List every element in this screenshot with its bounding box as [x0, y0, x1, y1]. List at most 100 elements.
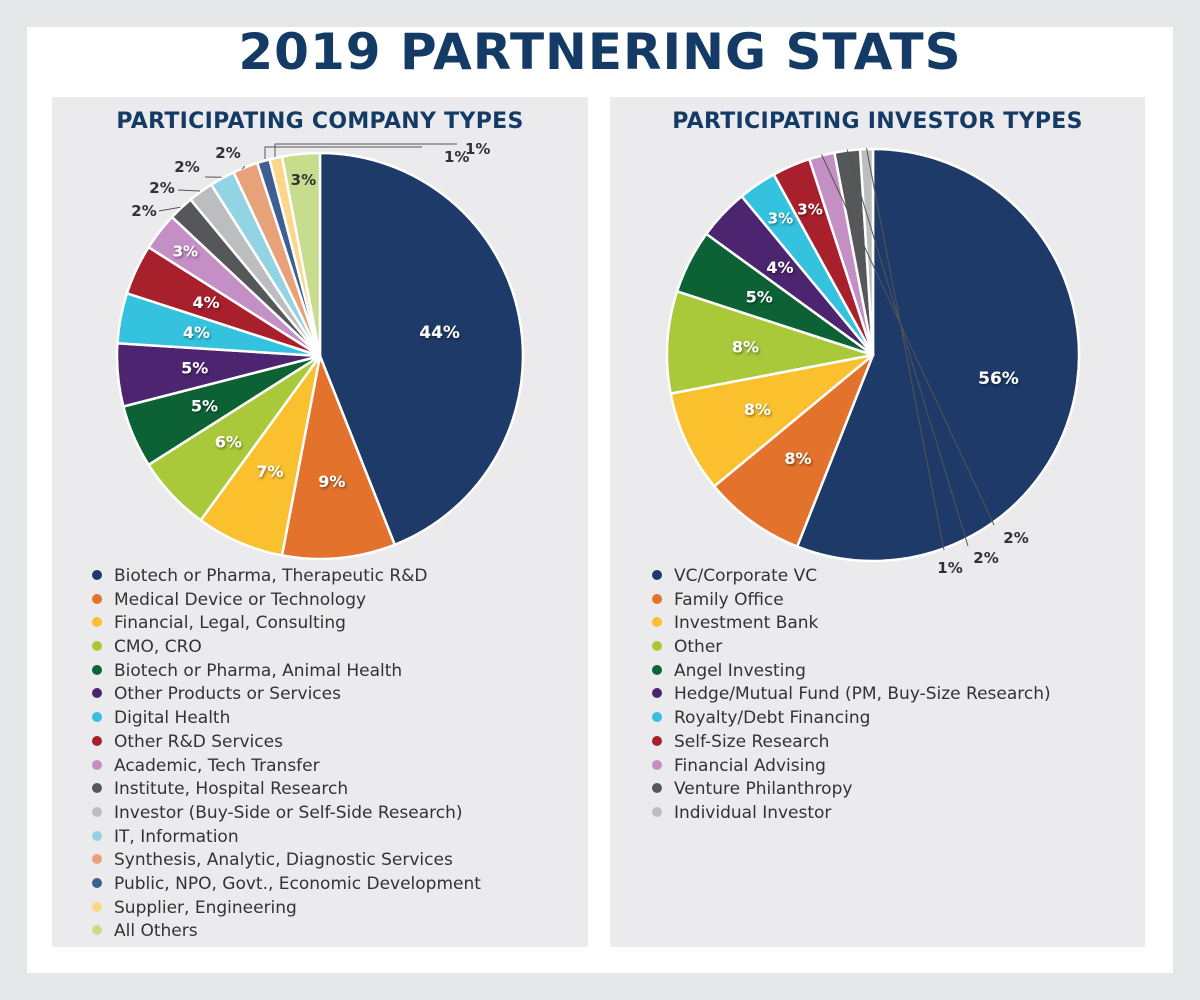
legend-item-it-information: IT, Information: [92, 826, 481, 850]
legend-swatch: [92, 688, 102, 699]
legend-item-financial-legal-consulting: Financial, Legal, Consulting: [92, 612, 481, 636]
legend-label: Individual Investor: [674, 802, 832, 823]
legend-item-medical-device-or-technology: Medical Device or Technology: [92, 589, 481, 613]
legend-label: Investor (Buy-Side or Self-Side Research…: [114, 802, 463, 823]
legend-item-hedge-mutual-fund-pm-buy-size-research: Hedge/Mutual Fund (PM, Buy-Size Research…: [652, 683, 1051, 707]
pie-slice-vc-corporate-vc: [795, 147, 1081, 563]
pie-leader-synthesis-analytic-diagnostic-services: [241, 165, 246, 170]
pie-label-cmo-cro: 6%: [215, 433, 242, 452]
legend-swatch: [92, 735, 102, 746]
pie-label-digital-health: 4%: [183, 323, 210, 342]
legend-label: Angel Investing: [674, 660, 806, 681]
pie-leader-public-npo-govt-economic-development: [264, 146, 422, 159]
legend-label: Hedge/Mutual Fund (PM, Buy-Size Research…: [674, 684, 1051, 705]
pie-slice-medical-device-or-technology: [280, 354, 396, 561]
pie-label-institute-hospital-research: 2%: [131, 202, 156, 220]
pie-leader-financial-advising: [821, 154, 995, 526]
pie-label-hedge-mutual-fund-pm-buy-size-research: 4%: [766, 258, 793, 277]
pie-slices: [665, 147, 1081, 563]
pie-label-medical-device-or-technology: 9%: [318, 472, 345, 491]
legend-label: Other Products or Services: [114, 684, 341, 705]
pie-label-financial-advising: 2%: [1003, 529, 1028, 547]
pie-slice-investment-bank: [669, 353, 875, 488]
pie-label-biotech-or-pharma-animal-health: 5%: [191, 397, 218, 416]
investor-types-panel: PARTICIPATING INVESTOR TYPES 56% 8% 8% 8% 5%…: [610, 97, 1145, 947]
legend-swatch: [652, 664, 662, 675]
legend-swatch: [652, 759, 662, 770]
pie-label-family-office: 8%: [784, 449, 811, 468]
legend-item-venture-philanthropy: Venture Philanthropy: [652, 778, 1051, 802]
legend-label: Supplier, Engineering: [114, 897, 297, 918]
legend-swatch: [652, 570, 662, 580]
pie-leader-venture-philanthropy: [846, 149, 969, 547]
legend-label: IT, Information: [114, 826, 239, 847]
pie-label-biotech-or-pharma-therapeutic-randd: 44%: [419, 323, 460, 343]
legend-swatch: [652, 617, 662, 628]
legend-label: Biotech or Pharma, Therapeutic R&D: [114, 566, 428, 586]
legend-swatch: [652, 806, 662, 817]
pie-label-royalty-debt-financing: 3%: [768, 210, 793, 228]
legend-item-angel-investing: Angel Investing: [652, 660, 1051, 684]
pie-leader-institute-hospital-research: [158, 206, 181, 212]
legend-label: Synthesis, Analytic, Diagnostic Services: [114, 850, 453, 871]
legend-item-vc-corporate-vc: VC/Corporate VC: [652, 565, 1051, 589]
legend-item-other-randd-services: Other R&D Services: [92, 731, 481, 755]
legend-item-financial-advising: Financial Advising: [652, 755, 1051, 779]
page-title: 2019 PARTNERING STATS: [238, 23, 962, 81]
pie-label-investor-buy-side-or-self-side-research: 2%: [149, 179, 174, 197]
legend-item-investment-bank: Investment Bank: [652, 612, 1051, 636]
legend-label: Family Office: [674, 589, 784, 610]
legend-swatch: [652, 735, 662, 746]
legend-label: Financial, Legal, Consulting: [114, 613, 346, 634]
legend-swatch: [92, 901, 102, 912]
legend-swatch: [652, 783, 662, 794]
pie-label-other-randd-services: 4%: [193, 293, 220, 312]
legend-swatch: [652, 712, 662, 723]
legend-swatch: [652, 593, 662, 604]
legend-swatch: [92, 783, 102, 794]
pie-slice-other: [665, 290, 875, 395]
pie-label-public-npo-govt-economic-development: 1%: [444, 148, 469, 166]
legend-label: Biotech or Pharma, Animal Health: [114, 660, 403, 681]
legend-label: Digital Health: [114, 708, 231, 729]
legend-swatch: [92, 617, 102, 628]
pie-leader-investor-buy-side-or-self-side-research: [177, 189, 201, 192]
pie-label-investment-bank: 8%: [744, 400, 771, 419]
pie-label-angel-investing: 5%: [746, 288, 773, 307]
legend-label: VC/Corporate VC: [674, 566, 818, 586]
legend-swatch: [652, 688, 662, 699]
legend-swatch: [92, 664, 102, 675]
legend-swatch: [92, 854, 102, 865]
pie-label-individual-investor: 1%: [937, 559, 962, 577]
pie-label-synthesis-analytic-diagnostic-services: 2%: [215, 144, 240, 162]
legend-label: Venture Philanthropy: [674, 779, 853, 800]
investor-types-title: PARTICIPATING INVESTOR TYPES: [672, 109, 1083, 134]
pie-label-financial-legal-consulting: 7%: [256, 462, 283, 481]
pie-label-vc-corporate-vc: 56%: [978, 369, 1019, 389]
pie-slice-family-office: [713, 353, 875, 548]
legend-swatch: [92, 759, 102, 770]
legend-swatch: [92, 925, 102, 936]
legend-item-family-office: Family Office: [652, 589, 1051, 613]
legend-item-public-npo-govt-economic-development: Public, NPO, Govt., Economic Development: [92, 873, 481, 897]
legend-item-biotech-or-pharma-therapeutic-randd: Biotech or Pharma, Therapeutic R&D: [92, 565, 481, 589]
company-types-pie: 44%9%7%6%5%5%4%4%3%2%2%2%2% 1%1%3%: [115, 140, 525, 561]
pie-label-supplier-engineering: 1%: [465, 140, 490, 158]
legend-swatch: [92, 830, 102, 841]
investor-types-pie: 56% 8% 8% 8% 5% 4% 3%3% 2% 2% 1%: [665, 147, 1081, 577]
legend-label: Other: [674, 637, 723, 658]
legend-label: Investment Bank: [674, 613, 819, 634]
legend-swatch: [652, 641, 662, 652]
legend-swatch: [92, 593, 102, 604]
legend-item-all-others: All Others: [92, 920, 481, 944]
pie-slices: [115, 151, 525, 561]
legend-item-institute-hospital-research: Institute, Hospital Research: [92, 778, 481, 802]
pie-label-academic-tech-transfer: 3%: [173, 243, 198, 261]
pie-label-it-information: 2%: [174, 158, 199, 176]
pie-labels: 56% 8% 8% 8% 5% 4% 3%3% 2% 2% 1%: [732, 148, 1029, 577]
legend-item-other-products-or-services: Other Products or Services: [92, 683, 481, 707]
company-types-panel: PARTICIPATING COMPANY TYPES 44% 9% 7% 6% 5% 5…: [52, 97, 588, 947]
legend-item-academic-tech-transfer: Academic, Tech Transfer: [92, 755, 481, 779]
legend-swatch: [92, 877, 102, 888]
legend-label: Self-Size Research: [674, 731, 830, 752]
